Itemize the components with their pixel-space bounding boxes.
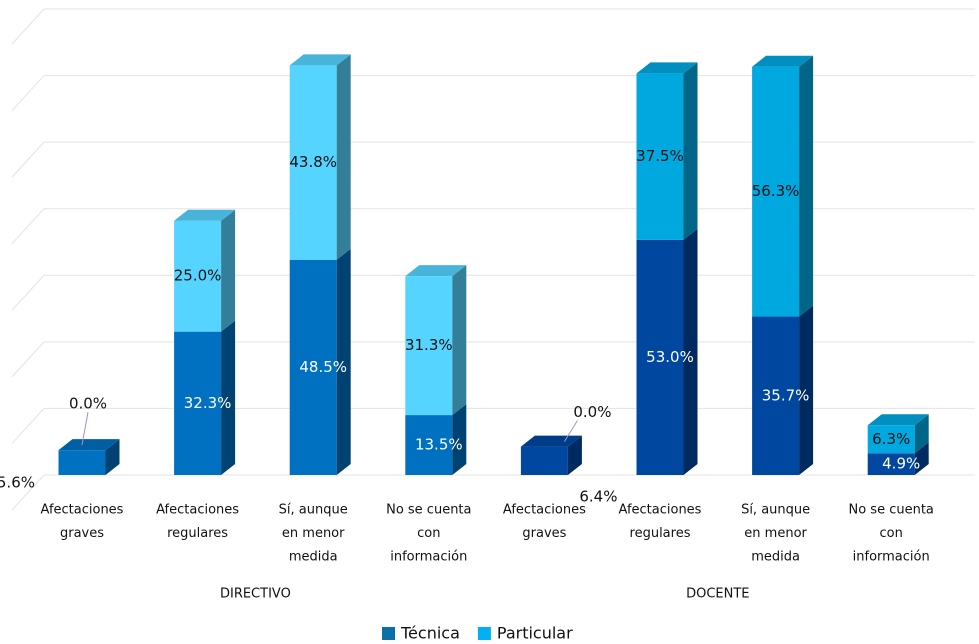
group-label: DOCENTE <box>686 587 749 602</box>
data-label: 31.3% <box>405 336 453 354</box>
legend-swatch <box>477 627 491 640</box>
bar-side <box>683 228 698 475</box>
bar-side <box>221 320 236 475</box>
bar-segment <box>405 276 453 416</box>
x-tick-label: graves <box>60 526 104 541</box>
grid-line <box>11 274 975 311</box>
x-tick-label: regulares <box>630 526 691 541</box>
bar-side <box>221 209 236 332</box>
bar-side <box>683 62 698 240</box>
x-tick-label: medida <box>289 550 338 565</box>
x-tick-label: medida <box>751 550 800 565</box>
bar-top <box>636 62 698 74</box>
bar-top <box>752 55 814 67</box>
grid-line <box>11 407 975 444</box>
x-tick-label: información <box>390 550 467 565</box>
data-label: 56.3% <box>752 182 800 200</box>
x-tick-label: Sí, aunque <box>279 503 348 518</box>
bar-segment <box>752 66 800 317</box>
bar-side <box>567 435 582 475</box>
bar-top <box>405 265 467 277</box>
x-tick-label: Afectaciones <box>41 503 124 518</box>
x-tick-label: Sí, aunque <box>741 503 810 518</box>
legend-swatch <box>382 627 395 640</box>
data-label: 4.9% <box>882 455 920 473</box>
bar-side <box>914 414 929 454</box>
bar-segment <box>174 220 222 332</box>
bar-side <box>336 248 351 475</box>
x-tick-label: en menor <box>282 526 345 541</box>
data-label: 13.5% <box>415 436 463 454</box>
bar-side <box>799 305 814 475</box>
bar-top <box>867 414 929 426</box>
label-leader <box>81 412 89 446</box>
grid-line <box>11 141 975 178</box>
bar-segment <box>289 259 337 475</box>
data-label: 6.3% <box>872 430 910 448</box>
bar-side <box>452 404 467 475</box>
bar-segment <box>58 450 106 475</box>
grid-line <box>11 75 975 111</box>
bar-side <box>336 54 351 260</box>
x-tick-label: Afectaciones <box>503 503 586 518</box>
data-label: 5.6% <box>0 474 35 492</box>
x-tick-label: No se cuenta <box>386 503 471 518</box>
x-tick-label: Afectaciones <box>619 503 702 518</box>
x-tick-label: en menor <box>744 526 807 541</box>
legend-label: Técnica <box>400 624 460 643</box>
bar-segment <box>867 453 915 475</box>
bar-segment <box>174 331 222 475</box>
data-label: 35.7% <box>762 386 810 404</box>
bar-segment <box>520 446 568 475</box>
label-leader <box>563 420 578 442</box>
bar-top <box>289 54 351 66</box>
data-label: 6.4% <box>579 488 617 506</box>
data-label: 53.0% <box>646 348 694 366</box>
bar-segment <box>289 65 337 260</box>
data-label: 43.8% <box>289 153 337 171</box>
x-tick-label: con <box>417 526 440 541</box>
bar-top <box>174 209 236 221</box>
bar-side <box>452 265 467 416</box>
data-label: 37.5% <box>636 147 684 165</box>
grid-line <box>11 8 975 45</box>
data-label: 0.0% <box>573 403 611 421</box>
x-tick-label: regulares <box>167 526 228 541</box>
data-label: 0.0% <box>69 395 107 413</box>
data-label: 25.0% <box>174 267 222 285</box>
data-label: 32.3% <box>184 394 232 412</box>
legend: Técnica Particular <box>382 624 573 643</box>
x-tick-label: información <box>853 550 930 565</box>
grid-line <box>11 341 975 378</box>
bar-side <box>105 439 120 475</box>
x-tick-label: graves <box>522 526 566 541</box>
bar-segment <box>752 316 800 475</box>
bar-segment <box>636 73 684 240</box>
bar-segment <box>405 415 453 475</box>
data-label: 48.5% <box>299 358 347 376</box>
bar-top <box>58 439 120 451</box>
bar-side <box>914 442 929 475</box>
bar-side <box>799 55 814 317</box>
x-tick-label: con <box>880 526 903 541</box>
bar-segment <box>867 425 915 454</box>
x-tick-label: Afectaciones <box>156 503 239 518</box>
x-tick-label: No se cuenta <box>848 503 933 518</box>
legend-label: Particular <box>497 624 573 643</box>
bar-segment <box>636 239 684 475</box>
group-label: DIRECTIVO <box>220 587 291 602</box>
grid-line <box>11 208 975 245</box>
